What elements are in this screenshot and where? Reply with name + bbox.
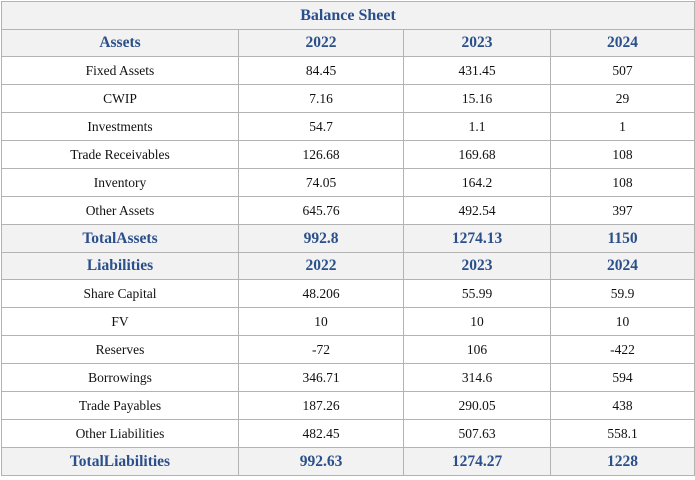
table-row: FV 10 10 10	[1, 307, 695, 336]
table-row: CWIP 7.16 15.16 29	[1, 84, 695, 113]
cell-2024: 108	[549, 140, 695, 169]
cell-2024: 29	[549, 84, 695, 113]
assets-header-2024: 2024	[549, 29, 695, 57]
cell-2024: 507	[549, 56, 695, 85]
row-label: Investments	[1, 112, 239, 141]
liabilities-header-row: Liabilities 2022 2023 2024	[1, 252, 695, 280]
total-liabilities-2023: 1274.27	[403, 447, 551, 476]
row-label: Reserves	[1, 335, 239, 364]
cell-2022: 84.45	[238, 56, 404, 85]
cell-2024: 108	[549, 168, 695, 197]
cell-2024: 1	[549, 112, 695, 141]
total-assets-row: TotalAssets 992.8 1274.13 1150	[1, 224, 695, 253]
cell-2022: 54.7	[238, 112, 404, 141]
row-label: Trade Receivables	[1, 140, 239, 169]
liabilities-header-2023: 2023	[403, 252, 551, 280]
cell-2022: -72	[238, 335, 404, 364]
row-label: Other Assets	[1, 196, 239, 225]
cell-2023: 314.6	[403, 363, 551, 392]
liabilities-header-2024: 2024	[549, 252, 695, 280]
row-label: CWIP	[1, 84, 239, 113]
row-label: Inventory	[1, 168, 239, 197]
assets-header-row: Assets 2022 2023 2024	[1, 29, 695, 57]
cell-2024: 10	[549, 307, 695, 336]
total-assets-2023: 1274.13	[403, 224, 551, 253]
cell-2023: 431.45	[403, 56, 551, 85]
cell-2024: 59.9	[549, 279, 695, 308]
cell-2023: 492.54	[403, 196, 551, 225]
total-liabilities-2024: 1228	[549, 447, 695, 476]
total-liabilities-2022: 992.63	[238, 447, 404, 476]
table-row: Borrowings 346.71 314.6 594	[1, 363, 695, 392]
cell-2023: 1.1	[403, 112, 551, 141]
cell-2024: -422	[549, 335, 695, 364]
cell-2023: 290.05	[403, 391, 551, 420]
cell-2023: 106	[403, 335, 551, 364]
table-row: Share Capital 48.206 55.99 59.9	[1, 279, 695, 308]
table-row: Fixed Assets 84.45 431.45 507	[1, 56, 695, 85]
cell-2023: 507.63	[403, 419, 551, 448]
total-liabilities-row: TotalLiabilities 992.63 1274.27 1228	[1, 447, 695, 476]
assets-header-label: Assets	[1, 29, 239, 57]
table-row: Investments 54.7 1.1 1	[1, 112, 695, 141]
cell-2024: 397	[549, 196, 695, 225]
table-row: Trade Payables 187.26 290.05 438	[1, 391, 695, 420]
cell-2022: 346.71	[238, 363, 404, 392]
total-assets-2024: 1150	[549, 224, 695, 253]
table-row: Other Assets 645.76 492.54 397	[1, 196, 695, 225]
row-label: Share Capital	[1, 279, 239, 308]
total-liabilities-label: TotalLiabilities	[1, 447, 239, 476]
table-title: Balance Sheet	[0, 1, 695, 30]
cell-2023: 10	[403, 307, 551, 336]
total-assets-label: TotalAssets	[1, 224, 239, 253]
row-label: Borrowings	[1, 363, 239, 392]
cell-2024: 558.1	[549, 419, 695, 448]
cell-2022: 126.68	[238, 140, 404, 169]
liabilities-header-2022: 2022	[238, 252, 404, 280]
cell-2022: 482.45	[238, 419, 404, 448]
cell-2023: 164.2	[403, 168, 551, 197]
cell-2022: 48.206	[238, 279, 404, 308]
table-row: Reserves -72 106 -422	[1, 335, 695, 364]
cell-2024: 438	[549, 391, 695, 420]
table-row: Trade Receivables 126.68 169.68 108	[1, 140, 695, 169]
row-label: Fixed Assets	[1, 56, 239, 85]
cell-2023: 55.99	[403, 279, 551, 308]
cell-2023: 169.68	[403, 140, 551, 169]
cell-2024: 594	[549, 363, 695, 392]
cell-2022: 645.76	[238, 196, 404, 225]
table-row: Other Liabilities 482.45 507.63 558.1	[1, 419, 695, 448]
assets-header-2023: 2023	[403, 29, 551, 57]
table-row: Inventory 74.05 164.2 108	[1, 168, 695, 197]
total-assets-2022: 992.8	[238, 224, 404, 253]
row-label: Trade Payables	[1, 391, 239, 420]
cell-2022: 7.16	[238, 84, 404, 113]
cell-2022: 10	[238, 307, 404, 336]
row-label: Other Liabilities	[1, 419, 239, 448]
cell-2023: 15.16	[403, 84, 551, 113]
row-label: FV	[1, 307, 239, 336]
liabilities-header-label: Liabilities	[1, 252, 239, 280]
title-row: Balance Sheet	[0, 1, 695, 30]
assets-header-2022: 2022	[238, 29, 404, 57]
cell-2022: 74.05	[238, 168, 404, 197]
cell-2022: 187.26	[238, 391, 404, 420]
